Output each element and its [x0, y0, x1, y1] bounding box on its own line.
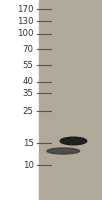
Ellipse shape: [60, 137, 87, 145]
Text: 70: 70: [23, 45, 34, 53]
Text: 170: 170: [17, 4, 34, 14]
Text: 15: 15: [23, 138, 34, 148]
Ellipse shape: [47, 148, 80, 154]
Text: 100: 100: [17, 29, 34, 38]
Text: 10: 10: [23, 160, 34, 170]
Text: 40: 40: [23, 77, 34, 86]
Text: 130: 130: [17, 17, 34, 25]
Text: 55: 55: [23, 60, 34, 70]
Text: 35: 35: [23, 88, 34, 98]
Text: 25: 25: [23, 106, 34, 116]
Bar: [39, 0, 102, 200]
